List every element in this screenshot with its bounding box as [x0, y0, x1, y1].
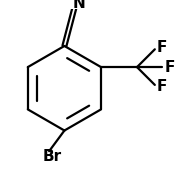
Text: Br: Br [43, 149, 62, 164]
Text: N: N [72, 0, 85, 11]
Text: F: F [165, 60, 175, 75]
Text: F: F [157, 40, 167, 55]
Text: F: F [157, 79, 167, 94]
